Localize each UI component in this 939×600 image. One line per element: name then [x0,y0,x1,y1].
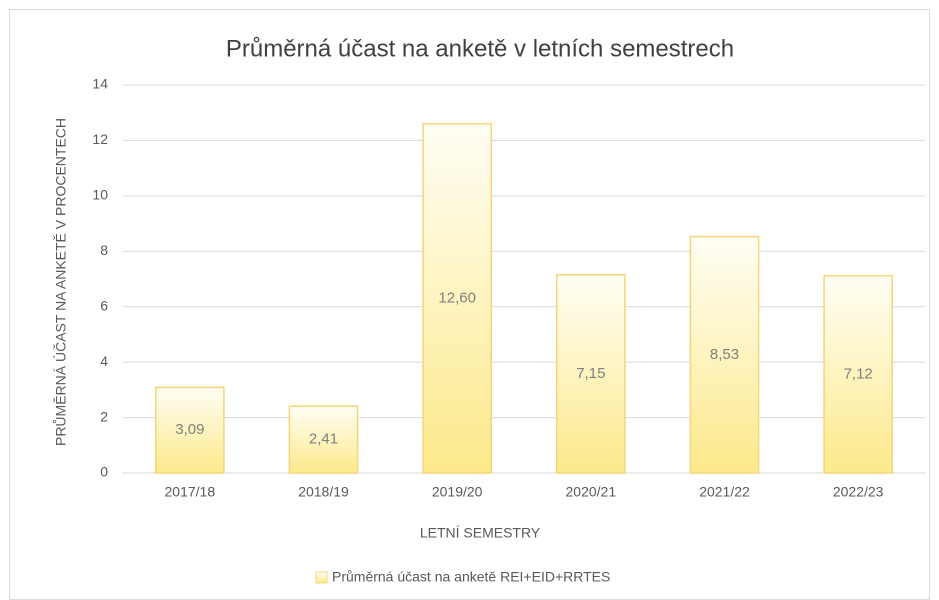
x-axis-title: LETNÍ SEMESTRY [420,525,541,541]
bar [422,123,493,474]
data-label: 7,12 [844,365,873,382]
y-tick-label: 4 [100,353,108,369]
x-tick-label: 2018/19 [298,484,349,500]
bar [555,274,626,474]
bar [288,405,359,474]
bar [689,235,760,474]
y-tick-label: 2 [100,408,108,424]
data-label: 3,09 [175,421,204,438]
x-tick-label: 2021/22 [699,484,750,500]
y-tick-label: 8 [100,242,108,258]
y-tick-label: 10 [92,187,108,203]
bar [154,386,225,474]
y-tick-label: 12 [92,131,108,147]
y-tick-label: 6 [100,297,108,313]
data-label: 12,60 [438,289,476,306]
data-label: 8,53 [710,346,739,363]
y-tick-label: 14 [92,76,108,92]
legend-swatch [315,571,328,584]
bar [823,274,894,474]
chart-title: Průměrná účast na anketě v letních semes… [226,35,734,62]
y-tick-label: 0 [100,464,108,480]
x-tick-label: 2022/23 [833,484,884,500]
legend-label: Průměrná účast na anketě REI+EID+RRTES [332,569,610,585]
data-label: 7,15 [576,365,605,382]
x-tick-label: 2019/20 [432,484,483,500]
y-axis-title: PRŮMĚRNÁ ÚČAST NA ANKETĚ V PROCENTECH [52,118,69,446]
data-label: 2,41 [309,431,338,448]
x-tick-label: 2020/21 [566,484,617,500]
x-tick-label: 2017/18 [165,484,216,500]
